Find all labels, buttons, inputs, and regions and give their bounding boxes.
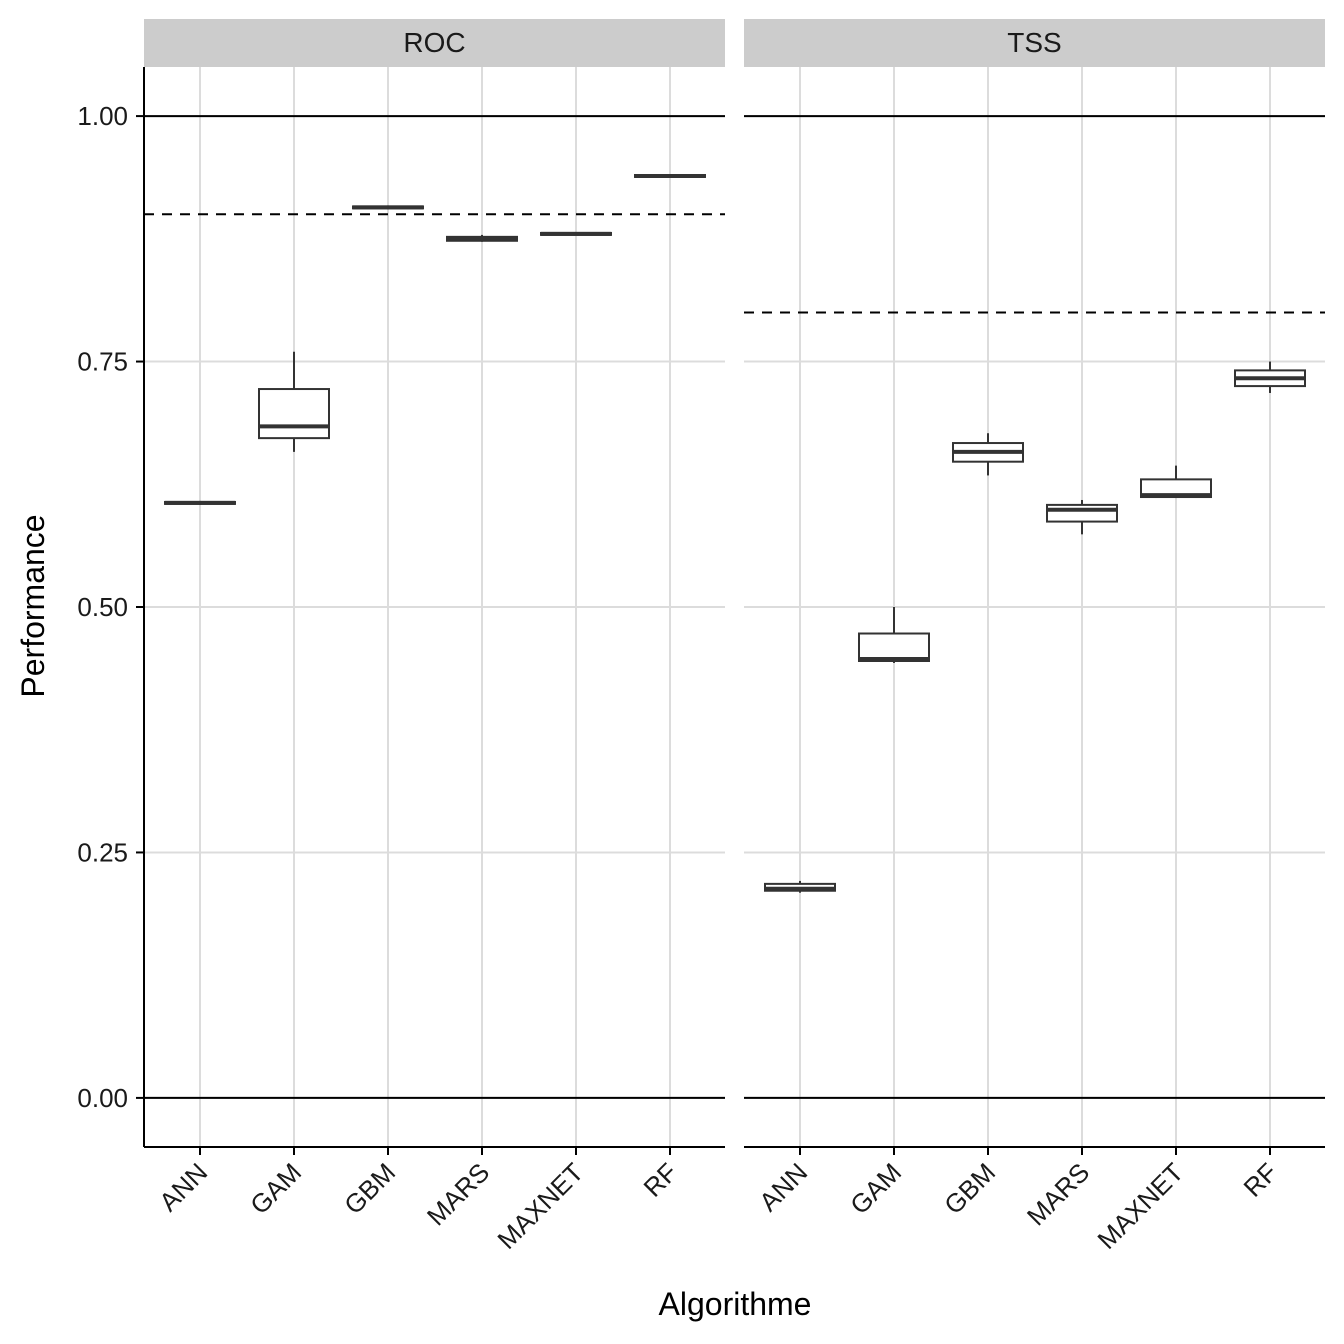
x-tick-label: MARS [421,1157,495,1231]
strip-background [144,19,725,67]
box-maxnet [1140,465,1212,499]
box-rf [1234,361,1306,393]
x-tick-label: GBM [338,1157,401,1220]
box-gbm [952,433,1024,476]
box-mars [446,234,518,242]
x-tick-label: MAXNET [1091,1157,1189,1255]
y-tick-label: 1.00 [77,101,128,131]
box-maxnet [540,231,612,236]
strip-background [744,19,1325,67]
x-axis-title: Algorithme [659,1286,812,1322]
x-tick-label: GAM [244,1157,307,1220]
x-tick-label: RF [638,1157,684,1203]
box-gam [858,607,930,663]
y-axis: 0.00 0.25 0.50 0.75 1.00 [77,67,145,1147]
box-iqr [1046,503,1118,523]
box-iqr [258,388,330,440]
strip-label: TSS [1007,27,1061,58]
box-gam [258,351,330,452]
box-ann [164,500,236,505]
x-tick-label: GBM [938,1157,1001,1220]
y-tick-label: 0.00 [77,1083,128,1113]
x-tick-label: ANN [753,1157,813,1217]
strip-label: ROC [403,27,465,58]
box-rf [634,173,706,178]
y-axis-title: Performance [15,514,51,697]
x-tick-label: RF [1238,1157,1284,1203]
x-tick-label: ANN [153,1157,213,1217]
x-tick-label: MARS [1021,1157,1095,1231]
box-iqr [858,632,930,663]
y-tick-label: 0.75 [77,347,128,377]
box-gbm [352,205,424,210]
x-tick-label: MAXNET [491,1157,589,1255]
y-tick-label: 0.25 [77,837,128,867]
box-ann [764,880,836,893]
x-tick-label: GAM [844,1157,907,1220]
y-tick-label: 0.50 [77,592,128,622]
box-mars [1046,499,1118,535]
